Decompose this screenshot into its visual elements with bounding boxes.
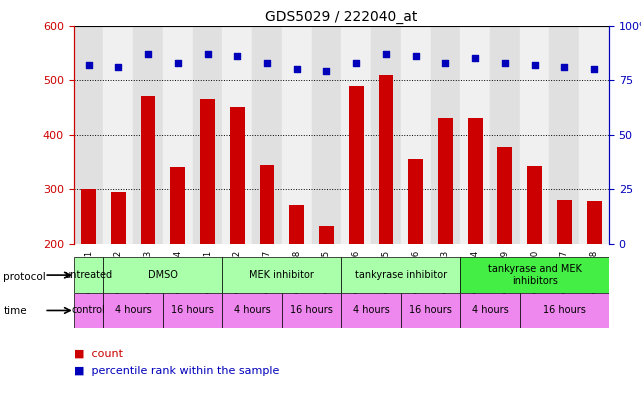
- Point: [262, 59, 272, 66]
- Bar: [81, 189, 96, 244]
- Point: [529, 62, 540, 68]
- Text: 16 hours: 16 hours: [171, 305, 214, 316]
- Bar: [230, 107, 245, 244]
- Bar: [103, 257, 222, 293]
- Bar: [341, 257, 460, 293]
- Bar: [549, 26, 579, 244]
- Bar: [171, 167, 185, 244]
- Bar: [260, 165, 274, 244]
- Bar: [520, 293, 609, 328]
- Text: tankyrase and MEK
inhibitors: tankyrase and MEK inhibitors: [488, 264, 581, 286]
- Bar: [557, 200, 572, 244]
- Bar: [163, 293, 222, 328]
- Point: [500, 59, 510, 66]
- Bar: [460, 293, 520, 328]
- Text: untreated: untreated: [65, 270, 113, 280]
- Point: [470, 55, 480, 61]
- Text: 4 hours: 4 hours: [115, 305, 151, 316]
- Bar: [200, 99, 215, 244]
- Bar: [468, 118, 483, 244]
- Bar: [111, 192, 126, 244]
- Text: 16 hours: 16 hours: [290, 305, 333, 316]
- Text: MEK inhibitor: MEK inhibitor: [249, 270, 314, 280]
- Bar: [401, 26, 431, 244]
- Text: GDS5029 / 222040_at: GDS5029 / 222040_at: [265, 10, 417, 24]
- Text: ■  percentile rank within the sample: ■ percentile rank within the sample: [74, 366, 279, 376]
- Bar: [74, 257, 103, 293]
- Bar: [252, 26, 282, 244]
- Bar: [133, 26, 163, 244]
- Point: [321, 68, 331, 75]
- Text: tankyrase inhibitor: tankyrase inhibitor: [354, 270, 447, 280]
- Point: [232, 53, 242, 59]
- Text: 4 hours: 4 hours: [472, 305, 508, 316]
- Bar: [103, 293, 163, 328]
- Bar: [460, 26, 490, 244]
- Bar: [341, 26, 371, 244]
- Text: 16 hours: 16 hours: [543, 305, 586, 316]
- Bar: [282, 26, 312, 244]
- Bar: [140, 96, 156, 244]
- Point: [410, 53, 420, 59]
- Bar: [431, 26, 460, 244]
- Text: protocol: protocol: [3, 272, 46, 282]
- Point: [113, 64, 124, 70]
- Bar: [222, 293, 282, 328]
- Point: [559, 64, 569, 70]
- Bar: [579, 26, 609, 244]
- Bar: [222, 26, 252, 244]
- Text: ■  count: ■ count: [74, 349, 122, 359]
- Bar: [438, 118, 453, 244]
- Bar: [408, 159, 423, 244]
- Bar: [103, 26, 133, 244]
- Bar: [74, 293, 103, 328]
- Point: [292, 66, 302, 72]
- Bar: [163, 26, 193, 244]
- Text: DMSO: DMSO: [148, 270, 178, 280]
- Point: [83, 62, 94, 68]
- Bar: [289, 206, 304, 244]
- Text: control: control: [72, 305, 106, 316]
- Bar: [341, 293, 401, 328]
- Bar: [193, 26, 222, 244]
- Point: [172, 59, 183, 66]
- Bar: [349, 86, 363, 244]
- Point: [589, 66, 599, 72]
- Point: [203, 51, 213, 57]
- Text: time: time: [3, 306, 27, 316]
- Point: [351, 59, 362, 66]
- Text: 4 hours: 4 hours: [234, 305, 271, 316]
- Bar: [74, 26, 103, 244]
- Bar: [587, 201, 601, 244]
- Bar: [282, 293, 341, 328]
- Bar: [490, 26, 520, 244]
- Bar: [312, 26, 341, 244]
- Bar: [378, 75, 394, 244]
- Point: [143, 51, 153, 57]
- Text: 4 hours: 4 hours: [353, 305, 390, 316]
- Text: 16 hours: 16 hours: [409, 305, 452, 316]
- Bar: [460, 257, 609, 293]
- Bar: [520, 26, 549, 244]
- Bar: [319, 226, 334, 244]
- Bar: [497, 147, 512, 244]
- Bar: [401, 293, 460, 328]
- Point: [440, 59, 451, 66]
- Bar: [371, 26, 401, 244]
- Bar: [527, 166, 542, 244]
- Point: [381, 51, 391, 57]
- Bar: [222, 257, 341, 293]
